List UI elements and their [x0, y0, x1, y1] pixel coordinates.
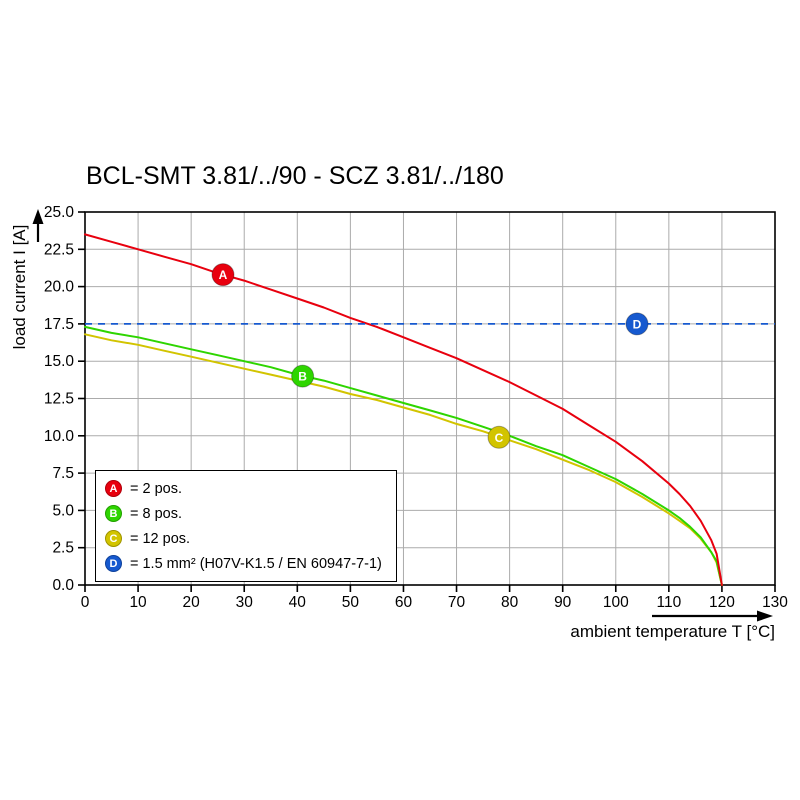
legend-label-d: = 1.5 mm² (H07V-K1.5 / EN 60947-7-1): [130, 555, 382, 572]
x-tick-label: 90: [554, 594, 572, 611]
x-tick-label: 100: [603, 594, 629, 611]
x-tick-label: 30: [236, 594, 254, 611]
legend-marker-c-icon: C: [105, 530, 122, 547]
marker-b: [291, 364, 315, 388]
legend-marker-a-icon: A: [105, 480, 122, 497]
legend-item-c: C = 12 pos.: [105, 530, 382, 547]
x-tick-label: 130: [762, 594, 788, 611]
curve-b: [84, 325, 723, 586]
marker-c: [487, 425, 511, 449]
x-tick-label: 110: [656, 594, 681, 611]
y-tick-label: 0.0: [52, 577, 74, 594]
y-tick-label: 15.0: [44, 353, 75, 370]
x-tick-label: 60: [395, 594, 413, 611]
x-tick-label: 80: [501, 594, 519, 611]
legend: A = 2 pos. B = 8 pos. C = 12 pos. D = 1.5 mm² (…: [95, 470, 397, 582]
y-tick-label: 10.0: [44, 428, 75, 445]
x-tick-label: 70: [448, 594, 466, 611]
y-tick-label: 22.5: [44, 241, 74, 258]
legend-label-c: = 12 pos.: [130, 530, 191, 547]
y-tick-label: 5.0: [52, 502, 74, 519]
y-tick-label: 25.0: [44, 204, 75, 221]
legend-item-b: B = 8 pos.: [105, 505, 382, 522]
curve-c: [84, 333, 723, 586]
marker-label-c: C: [495, 431, 504, 445]
marker-label-a: A: [219, 268, 228, 282]
y-tick-label: 20.0: [44, 279, 75, 296]
x-axis-label: ambient temperature T [°C]: [570, 622, 775, 641]
y-tick-label: 2.5: [52, 540, 74, 557]
y-axis-arrowhead-icon: [32, 209, 44, 224]
curve-a: [84, 233, 723, 586]
legend-marker-b-icon: B: [105, 505, 122, 522]
marker-label-d: D: [633, 317, 642, 331]
x-tick-label: 0: [81, 594, 90, 611]
marker-a: [211, 263, 235, 287]
x-tick-label: 10: [129, 594, 147, 611]
marker-label-b: B: [298, 370, 307, 384]
chart-title: BCL-SMT 3.81/../90 - SCZ 3.81/../180: [86, 162, 504, 190]
legend-item-a: A = 2 pos.: [105, 480, 382, 497]
x-tick-label: 40: [289, 594, 307, 611]
legend-marker-d-icon: D: [105, 555, 122, 572]
x-axis-arrowhead-icon: [757, 610, 773, 622]
x-tick-label: 50: [342, 594, 360, 611]
legend-label-b: = 8 pos.: [130, 505, 182, 522]
marker-d: [625, 312, 649, 336]
legend-item-d: D = 1.5 mm² (H07V-K1.5 / EN 60947-7-1): [105, 555, 382, 572]
legend-label-a: = 2 pos.: [130, 480, 182, 497]
x-tick-label: 20: [183, 594, 201, 611]
y-tick-label: 7.5: [52, 465, 74, 482]
y-tick-label: 12.5: [44, 391, 74, 408]
y-tick-label: 17.5: [44, 316, 74, 333]
x-tick-label: 120: [709, 594, 735, 611]
